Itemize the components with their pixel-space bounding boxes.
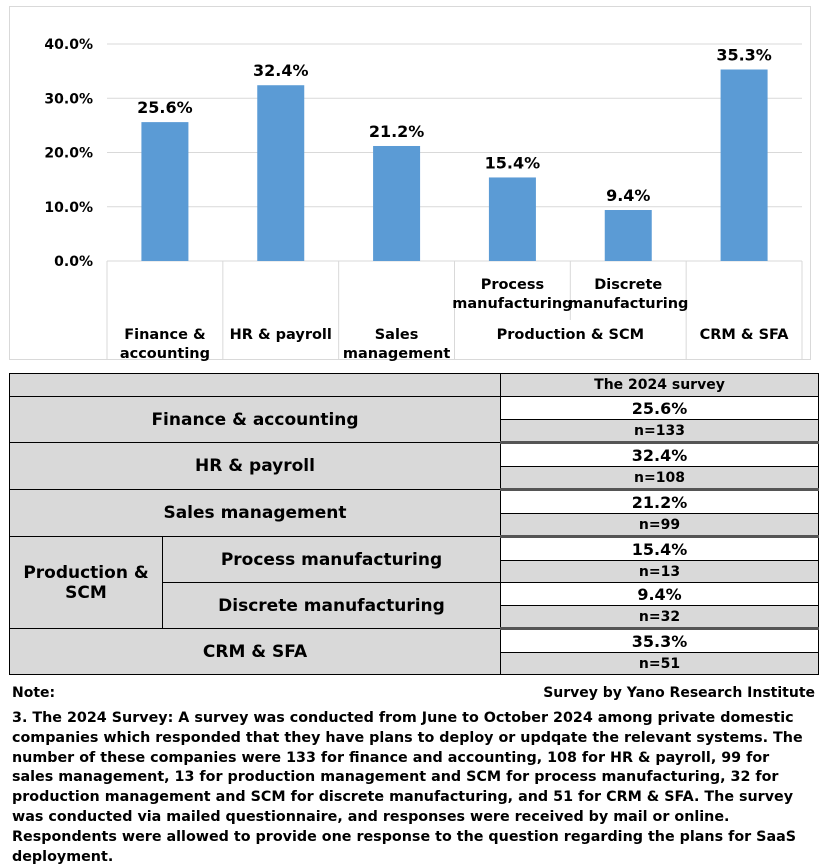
row-n-crm: n=51 bbox=[500, 652, 819, 675]
bar bbox=[257, 85, 305, 261]
y-tick-label: 30.0% bbox=[44, 91, 93, 107]
category-label: management bbox=[343, 346, 450, 361]
category-label: Process bbox=[481, 277, 544, 293]
y-tick-label: 10.0% bbox=[44, 200, 93, 216]
row-pct-hr: 32.4% bbox=[500, 442, 819, 467]
data-table: The 2024 survey Finance & accounting 25.… bbox=[9, 373, 819, 675]
data-label: 35.3% bbox=[716, 45, 772, 64]
header-blank-cell bbox=[9, 373, 501, 397]
table-row-crm: CRM & SFA 35.3% bbox=[9, 628, 819, 675]
y-tick-label: 20.0% bbox=[44, 146, 93, 162]
category-label: Finance & bbox=[124, 327, 206, 343]
row-label-finance: Finance & accounting bbox=[9, 396, 501, 443]
y-tick-label: 0.0% bbox=[54, 254, 93, 270]
data-label: 25.6% bbox=[137, 98, 193, 117]
row-n-finance: n=133 bbox=[500, 419, 819, 444]
row-label-process: Process manufacturing bbox=[162, 536, 501, 583]
table-row-discrete: Discrete manufacturing 9.4% bbox=[10, 582, 819, 629]
category-label: HR & payroll bbox=[230, 327, 332, 343]
category-label: Discrete bbox=[594, 277, 662, 293]
table-row-process-n: n=13 bbox=[10, 560, 819, 583]
bar bbox=[604, 210, 652, 261]
data-label: 15.4% bbox=[485, 153, 541, 172]
table-row-finance-n: n=133 bbox=[10, 419, 819, 444]
note-label: Note: bbox=[12, 685, 56, 701]
bar bbox=[488, 177, 536, 261]
row-label-production: Production & SCM bbox=[9, 536, 163, 629]
y-tick-label: 40.0% bbox=[44, 37, 93, 53]
data-label: 9.4% bbox=[606, 186, 650, 205]
header-survey-label: The 2024 survey bbox=[500, 373, 819, 397]
bar bbox=[373, 145, 421, 261]
row-n-sales: n=99 bbox=[500, 513, 819, 538]
row-n-process: n=13 bbox=[500, 560, 819, 583]
row-n-hr: n=108 bbox=[500, 466, 819, 491]
row-label-hr: HR & payroll bbox=[9, 442, 501, 490]
group-label: Production & SCM bbox=[497, 327, 644, 343]
bar-chart: 0.0% 10.0% 20.0% 30.0% 40.0% 25.6% 32.4% 21.2% 1… bbox=[9, 6, 811, 361]
table-row-process: Production & SCM Process manufacturing 1… bbox=[9, 536, 819, 629]
row-label-discrete: Discrete manufacturing bbox=[162, 582, 501, 629]
footnote-text: 3. The 2024 Survey: A survey was conduct… bbox=[12, 710, 803, 865]
table-row-sales: Sales management 21.2% bbox=[9, 489, 819, 537]
table-row-sales-n: n=99 bbox=[10, 513, 819, 538]
category-label: manufacturing bbox=[452, 296, 572, 312]
category-label: CRM & SFA bbox=[700, 327, 790, 343]
category-label: Sales bbox=[375, 327, 419, 343]
row-pct-crm: 35.3% bbox=[500, 628, 819, 653]
category-label: accounting bbox=[120, 346, 210, 361]
row-pct-discrete: 9.4% bbox=[500, 582, 819, 606]
category-label: manufacturing bbox=[568, 296, 688, 312]
row-pct-sales: 21.2% bbox=[500, 489, 819, 514]
source-credit: Survey by Yano Research Institute bbox=[543, 685, 815, 701]
table-row-hr-n: n=108 bbox=[10, 466, 819, 491]
table-row-discrete-n: n=32 bbox=[10, 605, 819, 630]
table-header-row: The 2024 survey bbox=[9, 373, 819, 397]
table-row-crm-n: n=51 bbox=[10, 652, 819, 675]
data-label: 32.4% bbox=[253, 61, 309, 80]
bar bbox=[720, 69, 768, 261]
row-label-sales: Sales management bbox=[9, 489, 501, 537]
row-pct-finance: 25.6% bbox=[500, 396, 819, 420]
bar bbox=[141, 122, 189, 262]
table-row-hr: HR & payroll 32.4% bbox=[9, 442, 819, 490]
row-n-discrete: n=32 bbox=[500, 605, 819, 630]
chart-svg: 0.0% 10.0% 20.0% 30.0% 40.0% 25.6% 32.4% 21.2% 1… bbox=[44, 37, 803, 361]
data-label: 21.2% bbox=[369, 122, 425, 141]
table-row-finance: Finance & accounting 25.6% bbox=[9, 396, 819, 443]
row-pct-process: 15.4% bbox=[500, 536, 819, 561]
row-label-crm: CRM & SFA bbox=[9, 628, 501, 675]
